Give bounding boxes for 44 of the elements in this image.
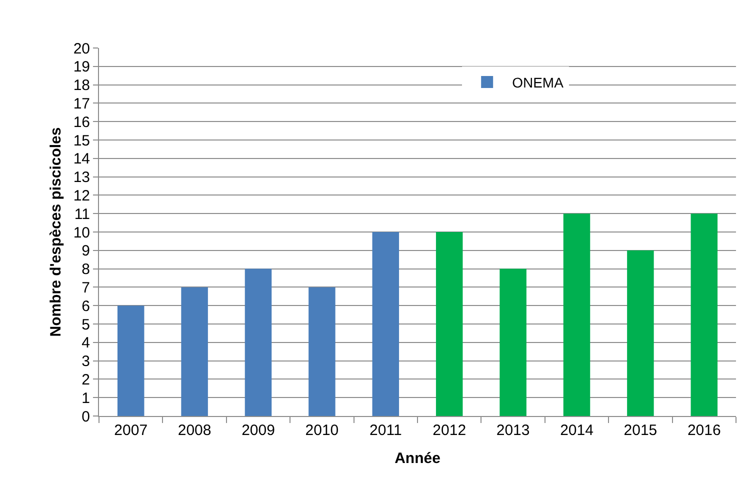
y-tick-label: 12 <box>73 187 90 204</box>
bar <box>627 250 654 416</box>
x-tick-label: 2008 <box>178 422 212 439</box>
x-tick-label: 2013 <box>496 422 530 439</box>
x-tick-label: 2015 <box>624 422 658 439</box>
y-tick-label: 7 <box>82 279 90 296</box>
bar <box>436 232 463 416</box>
bar <box>308 287 336 416</box>
y-tick-label: 10 <box>73 224 90 242</box>
y-axis-title: Nombre d'espèces piscicoles <box>48 127 65 337</box>
y-tick-label: 5 <box>82 316 90 334</box>
x-axis-title: Année <box>394 450 440 467</box>
bar <box>372 232 400 416</box>
x-tick-label: 2016 <box>687 422 721 439</box>
bar <box>117 306 144 416</box>
y-tick-label: 11 <box>74 206 90 223</box>
y-tick-label: 13 <box>73 169 90 186</box>
x-tick-label: 2014 <box>560 422 594 439</box>
legend-label: ONEMA <box>512 74 564 90</box>
bar <box>690 214 718 416</box>
y-tick-label: 20 <box>73 40 90 58</box>
bar <box>181 287 208 416</box>
y-tick-label: 17 <box>73 95 90 112</box>
y-tick-label: 2 <box>82 371 90 388</box>
y-tick-label: 16 <box>73 114 90 131</box>
bar <box>563 214 590 416</box>
x-tick-label: 2010 <box>305 422 339 439</box>
y-tick-label: 8 <box>82 261 90 278</box>
y-tick-label: 19 <box>73 58 90 76</box>
y-tick-label: 9 <box>82 242 90 260</box>
x-tick-label: 2011 <box>370 422 402 439</box>
bar <box>500 268 526 416</box>
y-tick-label: 18 <box>73 77 90 94</box>
x-tick-label: 2007 <box>114 422 148 439</box>
y-tick-label: 0 <box>82 408 90 426</box>
x-tick-label: 2009 <box>242 422 275 439</box>
x-tick-label: 2012 <box>432 422 466 439</box>
y-tick-label: 6 <box>82 298 90 315</box>
y-tick-label: 15 <box>73 132 90 150</box>
y-tick-label: 3 <box>82 353 90 370</box>
y-tick-label: 4 <box>82 334 90 352</box>
bar <box>244 268 272 416</box>
y-tick-label: 1 <box>82 390 90 407</box>
y-tick-label: 14 <box>73 150 90 168</box>
